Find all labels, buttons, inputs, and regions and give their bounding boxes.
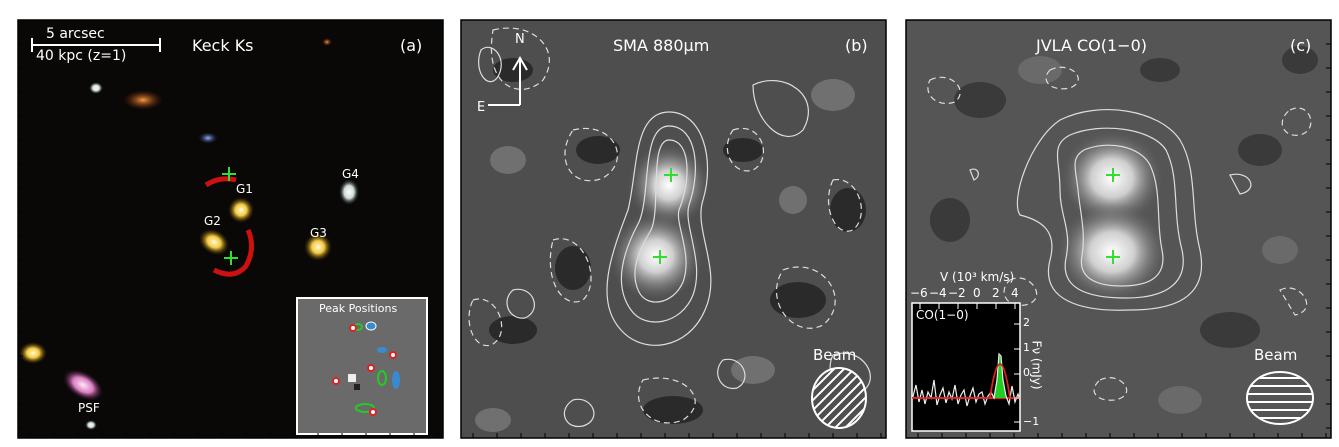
spectrum-data (911, 352, 1021, 407)
spectrum-top-tick-6: 4 (1011, 286, 1019, 300)
position-marker-south (653, 250, 667, 264)
negative-contours (468, 27, 862, 424)
star-source (89, 82, 103, 94)
position-marker-south (1106, 250, 1120, 264)
blue-source (198, 132, 218, 144)
panel-a-image (17, 19, 444, 439)
scale-bar (31, 38, 161, 52)
spectrum-line-fill (994, 356, 1006, 398)
panel-b-title: SMA 880μm (613, 36, 710, 55)
label-g1: G1 (236, 182, 253, 196)
noise-light (1018, 56, 1298, 414)
panel-a-title: Keck Ks (192, 36, 254, 55)
position-marker-bottom (224, 251, 238, 265)
galaxy-g4 (339, 179, 359, 205)
scalebar-top-label: 5 arcsec (46, 26, 105, 42)
spectrum-top-tick-4: 0 (973, 286, 981, 300)
small-source (322, 38, 332, 46)
spectrum-top-axis-label: V (10³ km/s) (940, 270, 1015, 284)
galaxy-g3 (304, 233, 332, 261)
position-marker-north (1106, 168, 1120, 182)
panel-b-image (460, 19, 887, 439)
panel-c-ticks (917, 43, 1331, 438)
position-marker-top (222, 167, 236, 181)
panel-c-jvla: JVLA CO(1−0) (c) Beam V (10³ km/s) −6 −4… (900, 0, 1339, 447)
contours (969, 109, 1252, 311)
bright-star (19, 342, 47, 364)
lens-arc-top (204, 176, 237, 188)
panel-b-tag: (b) (845, 36, 868, 55)
inset-title: Peak Positions (319, 302, 398, 315)
inset-peaks (332, 321, 400, 416)
negative-contours (927, 66, 1312, 401)
spectrum-right-tick-3: 0 (1023, 366, 1030, 379)
label-psf: PSF (78, 401, 100, 415)
panel-c-title: JVLA CO(1−0) (1036, 36, 1147, 55)
scalebar-bottom-label: 40 kpc (z=1) (36, 48, 127, 64)
spectrum-top-tick-5: 2 (992, 286, 1000, 300)
compass-north-label: N (515, 32, 525, 47)
beam-ellipse (1246, 371, 1314, 425)
position-marker-north (664, 168, 678, 182)
spectrum-top-tick-1: −6 (910, 286, 928, 300)
spectrum-right-tick-4: −1 (1023, 415, 1040, 428)
panel-b-ticks (472, 433, 882, 438)
lens-arc-bottom (212, 228, 254, 277)
label-g4: G4 (342, 167, 359, 181)
noise-light (475, 79, 855, 432)
orange-galaxy (123, 90, 163, 110)
compass-arrows (488, 56, 528, 106)
spectrum-inset (911, 302, 1021, 432)
panel-b-sma: N E SMA 880μm (b) Beam (453, 0, 892, 447)
panel-b-beam-label: Beam (813, 346, 857, 364)
spectrum-right-tick-2: 1 (1023, 341, 1030, 354)
spectrum-right-axis-label: Fν (mJy) (1029, 340, 1044, 390)
galaxy-g2 (198, 228, 230, 256)
spectrum-top-tick-2: −4 (929, 286, 947, 300)
spectrum-fit (912, 363, 1020, 399)
inset-frame (296, 297, 428, 435)
label-g3: G3 (310, 226, 327, 240)
panel-a-tag: (a) (400, 36, 423, 55)
panel-a-ticks (18, 43, 439, 438)
spectrum-right-tick-1: 2 (1023, 316, 1030, 329)
panel-c-beam-label: Beam (1254, 346, 1298, 364)
compass-east-label: E (477, 100, 486, 115)
spectrum-top-tick-3: −2 (948, 286, 966, 300)
panel-c-tag: (c) (1290, 36, 1312, 55)
psf-star (62, 369, 104, 401)
spectrum-line-label: CO(1−0) (916, 308, 969, 322)
label-g2: G2 (204, 214, 221, 228)
panel-c-image (905, 19, 1332, 439)
panel-a-keck: 5 arcsec 40 kpc (z=1) Keck Ks (a) G1 G2 … (8, 0, 445, 447)
star-bottom (85, 420, 97, 430)
noise-dark (930, 46, 1318, 348)
galaxy-g1 (228, 197, 254, 223)
